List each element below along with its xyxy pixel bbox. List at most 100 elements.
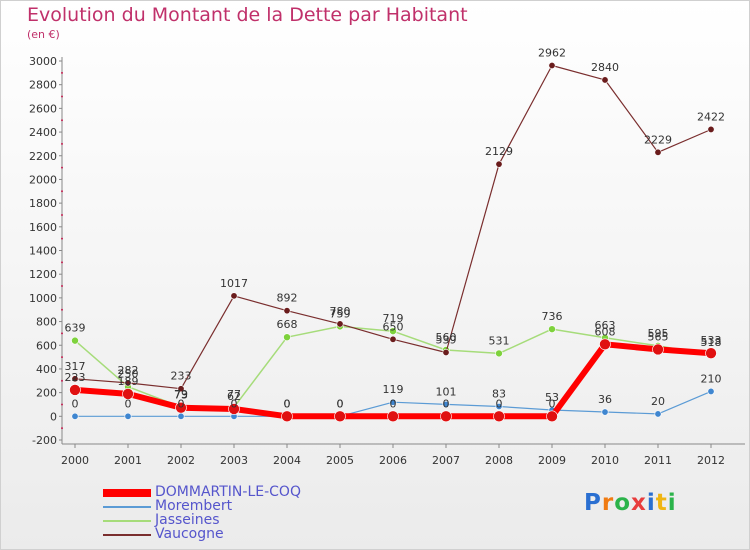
y-minor-tick [61,119,63,122]
data-label: 20 [651,395,665,408]
data-label: 719 [383,312,404,325]
y-minor-tick [61,166,63,169]
data-label: 0 [284,397,291,410]
y-minor-tick [61,142,63,145]
data-point [230,292,238,300]
data-point [283,333,291,341]
y-minor-tick [61,403,63,406]
data-label: 79 [174,388,188,401]
y-tick-label: 1000 [29,292,57,305]
data-label: 0 [337,397,344,410]
data-point [546,410,558,423]
y-minor-tick [61,237,63,240]
x-tick-label: 2011 [644,454,672,467]
y-minor-tick [61,308,63,311]
data-point [387,410,399,423]
x-tick-label: 2010 [591,454,619,467]
data-label: 518 [701,336,722,349]
data-point [177,385,185,393]
logo-letter: i [667,490,677,516]
data-label: 663 [595,319,616,332]
data-label: 2962 [538,47,566,60]
data-label: 101 [436,385,457,398]
data-label: 1017 [220,277,248,290]
data-point [71,412,79,420]
chart-title: Evolution du Montant de la Dette par Hab… [27,4,468,26]
data-point [389,327,397,335]
x-tick-label: 2003 [220,454,248,467]
y-tick-label: 600 [36,339,57,352]
data-label: 77 [227,388,241,401]
x-tick-label: 2002 [167,454,195,467]
data-point [707,125,715,133]
data-point [601,76,609,84]
y-minor-tick [61,261,63,264]
legend-swatch [103,506,151,508]
data-label: 0 [390,397,397,410]
logo-letter: t [655,490,668,516]
data-label: 282 [118,364,139,377]
y-tick-label: 1800 [29,197,57,210]
data-label: 2840 [591,61,619,74]
x-tick-label: 2001 [114,454,142,467]
data-label: 539 [436,333,457,346]
x-tick-label: 2005 [326,454,354,467]
x-tick-label: 2012 [697,454,725,467]
data-point [334,410,346,423]
data-label: 0 [443,397,450,410]
data-label: 0 [337,397,344,410]
data-label: 0 [549,397,556,410]
data-point [548,62,556,70]
data-point [493,410,505,423]
data-point [71,375,79,383]
data-label: 639 [65,322,86,335]
logo-letter: P [584,490,602,516]
data-label: 223 [65,371,86,384]
data-label: 2422 [697,110,725,123]
x-tick-label: 2006 [379,454,407,467]
series-vaucogne [71,62,715,393]
y-tick-label: 2200 [29,150,57,163]
data-point [175,401,187,414]
data-point [495,402,503,410]
data-point [281,410,293,423]
y-tick-label: 1200 [29,268,57,281]
data-point [389,398,397,406]
y-tick-label: 1600 [29,221,57,234]
data-point [654,148,662,156]
data-point [705,347,717,359]
chart-subtitle: (en €) [27,28,60,41]
data-label: 650 [383,320,404,333]
legend-label: DOMMARTIN-LE-COQ [155,484,301,500]
logo-letter: o [614,490,632,516]
data-label: 565 [648,330,669,343]
data-label: 0 [231,397,238,410]
data-point [707,387,715,395]
data-label: 36 [598,393,612,406]
y-tick-label: 3000 [29,55,57,68]
data-label: 0 [178,397,185,410]
data-label: 189 [118,375,139,388]
y-tick-label: 2000 [29,173,57,186]
data-label: 210 [701,372,722,385]
y-minor-tick [61,95,63,98]
logo-letter: i [646,490,656,516]
data-point [495,349,503,358]
y-tick-label: 2600 [29,102,57,115]
data-point [336,320,344,328]
x-tick-label: 2007 [432,454,460,467]
legend-swatch [103,534,151,536]
data-label: 531 [489,334,510,347]
data-point [71,336,79,345]
logo-letter: x [631,490,647,516]
data-point [177,412,185,420]
proxiti-logo: Proxiti [584,490,677,516]
data-label: 2229 [644,133,672,146]
y-minor-tick [61,332,63,335]
data-point [122,388,134,400]
y-minor-tick [61,379,63,382]
data-label: 668 [277,318,298,331]
data-label: 780 [330,305,351,318]
y-tick-label: 2800 [29,79,57,92]
